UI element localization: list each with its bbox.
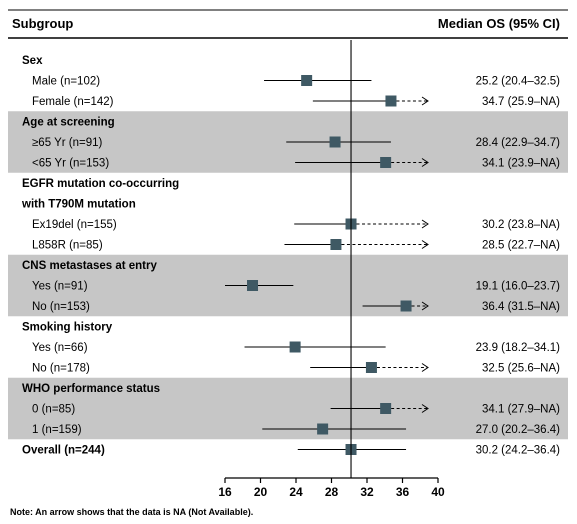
subgroup-row-label: Female (n=142)	[32, 96, 114, 108]
subgroup-row-label: ≥65 Yr (n=91)	[32, 137, 103, 149]
point-estimate-marker	[289, 341, 301, 353]
x-axis-tick-label: 24	[289, 485, 303, 499]
median-os-value: 34.1 (23.9–NA)	[482, 158, 560, 170]
subgroup-row-label: No (n=153)	[32, 301, 90, 313]
group-heading: Smoking history	[22, 322, 113, 334]
ci-na-arrow	[421, 404, 429, 413]
point-estimate-marker	[380, 157, 392, 168]
median-os-value: 34.1 (27.9–NA)	[482, 404, 560, 416]
median-os-value: 28.4 (22.9–34.7)	[476, 137, 561, 149]
ci-na-arrow	[421, 301, 429, 311]
overall-label: Overall (n=244)	[22, 445, 105, 457]
subgroup-row-label: 0 (n=85)	[32, 404, 75, 416]
subgroup-row-label: 1 (n=159)	[32, 424, 82, 436]
median-os-value: 30.2 (23.8–NA)	[482, 219, 560, 231]
x-axis-tick-label: 16	[218, 485, 232, 499]
ci-na-arrow	[421, 158, 429, 167]
x-axis-tick-label: 40	[431, 485, 445, 499]
overall-median-os-value: 30.2 (24.2–36.4)	[476, 445, 561, 457]
x-axis: 16 20 24 28 32 36 40	[218, 477, 445, 499]
point-estimate-marker	[400, 300, 412, 312]
x-axis-tick-label: 28	[325, 485, 339, 499]
point-estimate-marker	[380, 403, 392, 414]
median-os-column-header: Median OS (95% CI)	[438, 16, 560, 31]
group-heading: Age at screening	[22, 117, 115, 129]
median-os-value: 28.5 (22.7–NA)	[482, 240, 560, 252]
point-estimate-marker	[317, 423, 329, 435]
subgroup-row-label: Male (n=102)	[32, 76, 100, 88]
group-heading: Sex	[22, 55, 43, 67]
subgroup-row-label: L858R (n=85)	[32, 240, 103, 252]
point-estimate-marker	[301, 75, 313, 86]
ci-na-arrow	[421, 96, 429, 106]
forest-marks	[225, 40, 429, 478]
point-estimate-marker	[385, 95, 397, 107]
median-os-value: 23.9 (18.2–34.1)	[476, 342, 561, 354]
group-heading: EGFR mutation co-occurring	[22, 178, 179, 190]
x-axis-tick-label: 36	[396, 485, 410, 499]
subgroup-row-label: Yes (n=91)	[32, 281, 88, 293]
subgroup-rows: Sex Male (n=102) 25.2 (20.4–32.5) Female (n…	[21, 55, 560, 457]
median-os-value: 25.2 (20.4–32.5)	[476, 76, 561, 88]
group-heading: CNS metastases at entry	[22, 260, 157, 272]
median-os-value: 19.1 (16.0–23.7)	[476, 281, 561, 293]
group-heading: WHO performance status	[22, 383, 160, 395]
x-axis-tick-label: 20	[254, 485, 268, 499]
subgroup-row-label: <65 Yr (n=153)	[32, 158, 109, 170]
x-axis-tick-label: 32	[360, 485, 374, 499]
median-os-value: 36.4 (31.5–NA)	[482, 301, 560, 313]
median-os-value: 34.7 (25.9–NA)	[482, 96, 560, 108]
median-os-value: 27.0 (20.2–36.4)	[476, 424, 561, 436]
ci-na-arrow	[421, 219, 429, 229]
point-estimate-marker	[330, 239, 342, 250]
group-heading-line2: with T790M mutation	[21, 199, 136, 211]
point-estimate-marker	[329, 136, 341, 148]
subgroup-row-label: Ex19del (n=155)	[32, 219, 117, 231]
ci-na-arrow	[421, 363, 429, 372]
median-os-value: 32.5 (25.6–NA)	[482, 363, 560, 375]
point-estimate-marker	[365, 362, 377, 373]
subgroup-row-label: Yes (n=66)	[32, 342, 88, 354]
subgroup-column-header: Subgroup	[12, 16, 73, 31]
ci-na-arrow	[421, 240, 429, 249]
point-estimate-marker	[247, 280, 259, 291]
subgroup-row-label: No (n=178)	[32, 363, 90, 375]
footnote: Note: An arrow shows that the data is NA…	[10, 507, 253, 517]
